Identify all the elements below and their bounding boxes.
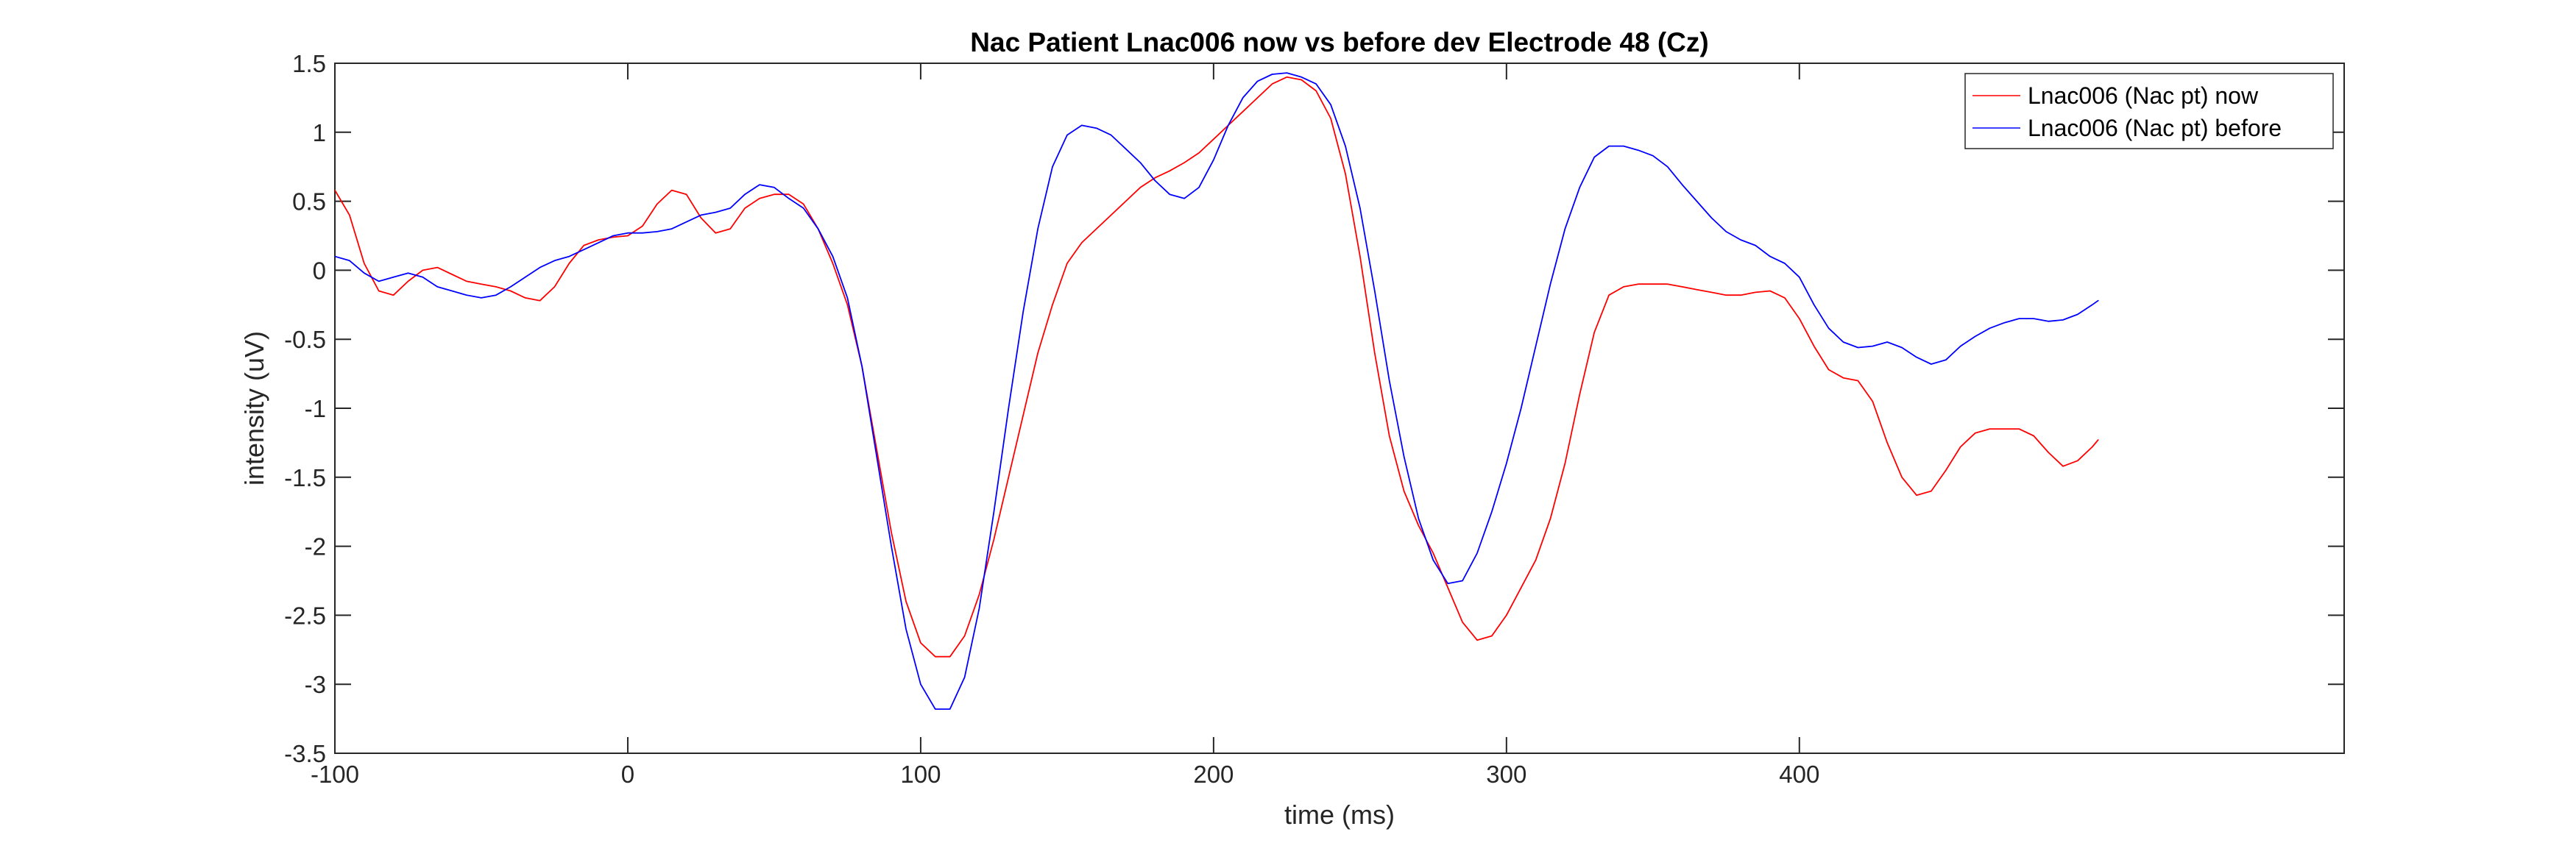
chart-title: Nac Patient Lnac006 now vs before dev El…	[970, 27, 1708, 57]
series-line-now	[335, 76, 2099, 658]
legend-box	[1964, 73, 2334, 149]
y-tick-label: 0.5	[292, 188, 326, 216]
y-axis: 1.5 1 0.5 0 -0.5 -1 -1.5 -2 -2.5 -3 -3.5	[284, 50, 2344, 767]
x-tick-label: 0	[621, 761, 634, 788]
x-tick-label: -100	[311, 761, 359, 788]
x-axis: -100 0 100 200 300 400	[311, 63, 1819, 788]
x-tick-label: 400	[1779, 761, 1819, 788]
series-line-before	[335, 72, 2099, 710]
plot-area	[334, 63, 2345, 754]
x-tick-label: 300	[1486, 761, 1526, 788]
y-tick-label: 0	[313, 257, 326, 284]
y-tick-label: -3	[305, 671, 326, 698]
y-tick-label: -1.5	[284, 464, 326, 491]
y-tick-label: -2	[305, 533, 326, 561]
x-tick-label: 200	[1193, 761, 1234, 788]
y-tick-label: -0.5	[284, 326, 326, 353]
y-tick-label: 1.5	[292, 50, 326, 77]
x-tick-label: 100	[900, 761, 941, 788]
y-tick-label: 1	[313, 119, 326, 146]
legend-label-before: Lnac006 (Nac pt) before	[2028, 115, 2282, 141]
x-axis-label: time (ms)	[1284, 800, 1395, 830]
legend-label-now: Lnac006 (Nac pt) now	[2028, 82, 2259, 109]
legend: Lnac006 (Nac pt) now Lnac006 (Nac pt) be…	[1964, 73, 2334, 149]
series-layer	[335, 72, 2099, 710]
y-tick-label: -2.5	[284, 602, 326, 629]
y-tick-label: -1	[305, 395, 326, 422]
y-tick-label: -3.5	[284, 740, 326, 767]
y-axis-label: intensity (uV)	[239, 331, 269, 485]
